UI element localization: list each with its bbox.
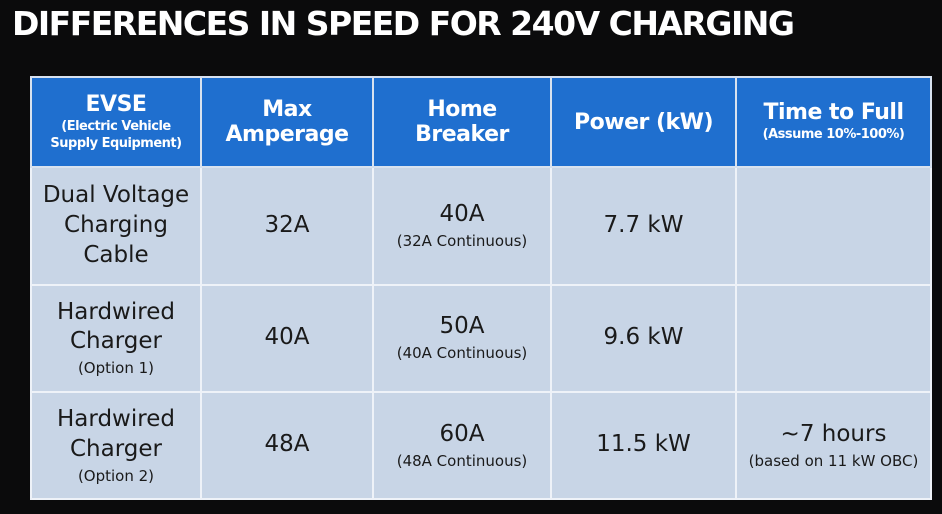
table-cell: 32A bbox=[200, 166, 374, 286]
cell-text: Max Amperage bbox=[225, 97, 349, 147]
cell-subtext: (based on 11 kW OBC) bbox=[748, 451, 919, 470]
cell-subtext: (Electric Vehicle Supply Equipment) bbox=[50, 118, 182, 151]
cell-text: 60A bbox=[439, 420, 485, 447]
table-cell bbox=[735, 283, 932, 393]
cell-text: 7.7 kW bbox=[603, 211, 684, 238]
table-row: Dual Voltage Charging Cable 32A 40A (32A Co… bbox=[30, 166, 932, 286]
cell-text: Dual Voltage Charging Cable bbox=[42, 181, 190, 268]
cell-text: 50A bbox=[439, 313, 485, 340]
cell-text: Time to Full bbox=[763, 100, 904, 126]
cell-text: EVSE bbox=[85, 91, 147, 117]
table-cell: Hardwired Charger (Option 2) bbox=[30, 390, 202, 501]
header-cell: Time to Full (Assume 10%-100%) bbox=[735, 76, 932, 168]
cell-text: Power (kW) bbox=[574, 109, 714, 135]
table-row: Hardwired Charger (Option 1) 40A 50A (40A Co… bbox=[30, 283, 932, 393]
cell-text: Home Breaker bbox=[415, 97, 509, 147]
table-cell: 11.5 kW bbox=[550, 390, 737, 501]
cell-text: 40A bbox=[264, 324, 310, 351]
header-cell: EVSE (Electric Vehicle Supply Equipment) bbox=[30, 76, 202, 168]
cell-text: Hardwired Charger bbox=[57, 405, 175, 462]
cell-subtext: (40A Continuous) bbox=[396, 344, 528, 363]
table-cell: Dual Voltage Charging Cable bbox=[30, 166, 202, 286]
cell-subtext: (Assume 10%-100%) bbox=[762, 127, 905, 143]
table-row: Hardwired Charger (Option 2) 48A 60A (48A Co… bbox=[30, 390, 932, 501]
comparison-table: EVSE (Electric Vehicle Supply Equipment) M… bbox=[30, 76, 932, 501]
cell-subtext: (Option 2) bbox=[77, 466, 155, 485]
header-cell: Power (kW) bbox=[550, 76, 737, 168]
cell-text: Hardwired Charger bbox=[57, 298, 175, 355]
cell-text: 32A bbox=[264, 211, 310, 238]
table-cell: ~7 hours (based on 11 kW OBC) bbox=[735, 390, 932, 501]
table-cell: 48A bbox=[200, 390, 374, 501]
header-cell: Home Breaker bbox=[372, 76, 552, 168]
cell-text: 40A bbox=[439, 201, 485, 228]
table-cell: 9.6 kW bbox=[550, 283, 737, 393]
table-cell bbox=[735, 166, 932, 286]
table-cell: 50A (40A Continuous) bbox=[372, 283, 552, 393]
slide-title: DIFFERENCES IN SPEED FOR 240V CHARGING bbox=[12, 4, 795, 43]
cell-text: 9.6 kW bbox=[603, 324, 684, 351]
table-cell: 7.7 kW bbox=[550, 166, 737, 286]
cell-text: 11.5 kW bbox=[596, 431, 691, 458]
cell-text: ~7 hours bbox=[780, 420, 887, 447]
table-cell: 40A (32A Continuous) bbox=[372, 166, 552, 286]
cell-subtext: (Option 1) bbox=[77, 359, 155, 378]
cell-subtext: (48A Continuous) bbox=[396, 451, 528, 470]
header-row: EVSE (Electric Vehicle Supply Equipment) M… bbox=[30, 76, 932, 168]
table-body: Dual Voltage Charging Cable 32A 40A (32A Co… bbox=[30, 166, 932, 501]
table-cell: Hardwired Charger (Option 1) bbox=[30, 283, 202, 393]
table-cell: 60A (48A Continuous) bbox=[372, 390, 552, 501]
table-cell: 40A bbox=[200, 283, 374, 393]
header-cell: Max Amperage bbox=[200, 76, 374, 168]
cell-text: 48A bbox=[264, 431, 310, 458]
cell-subtext: (32A Continuous) bbox=[396, 231, 528, 250]
